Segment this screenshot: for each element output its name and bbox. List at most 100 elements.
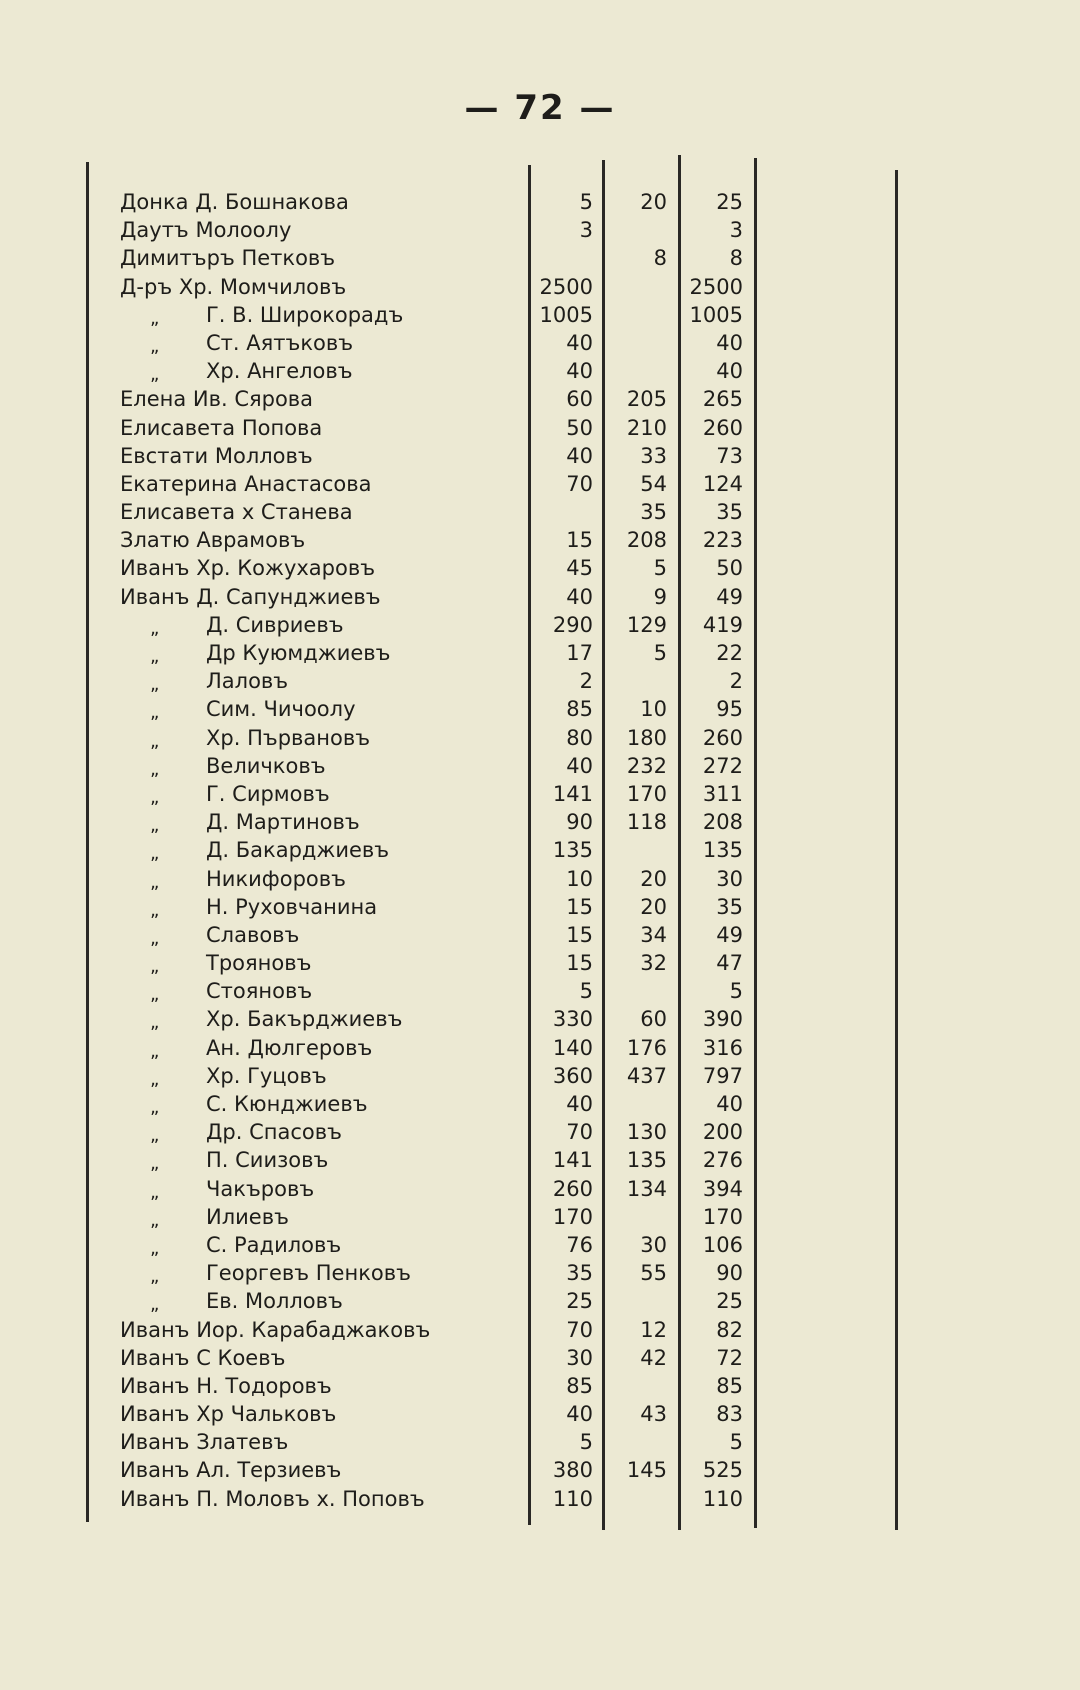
ditto-mark: „ [150, 674, 160, 696]
ditto-mark: „ [150, 1237, 160, 1259]
amount-c2: 20 [640, 866, 667, 891]
ditto-mark: „ [150, 984, 160, 1006]
table-row: „ Илиевъ 170 170 [88, 1203, 898, 1231]
person-name: Ст. Аятъковъ [206, 330, 354, 355]
person-name: Хр. Първановъ [206, 725, 371, 750]
amount-c1: 5 [579, 1430, 593, 1455]
person-name: Екатерина Анастасова [120, 471, 372, 496]
amount-c2: 12 [640, 1317, 667, 1342]
person-name: Елена Ив. Сярова [120, 387, 314, 412]
amount-c1: 80 [566, 725, 593, 750]
amount-c1: 15 [566, 951, 593, 976]
amount-c1: 141 [552, 1148, 593, 1173]
amount-c1: 330 [552, 1007, 593, 1032]
amount-c1: 17 [566, 641, 593, 665]
amount-c3: 49 [716, 922, 743, 947]
table-row: „ Ан. Дюлгеровъ 140 176 316 [88, 1034, 898, 1062]
ditto-mark: „ [150, 646, 160, 667]
table-row: Златю Аврамовъ 15 208 223 [88, 526, 898, 554]
person-name: Ев. Молловъ [206, 1289, 343, 1314]
person-name: Иванъ Хр Чальковъ [120, 1402, 337, 1427]
person-name: Донка Д. Бошнакова [120, 190, 349, 214]
amount-c2: 118 [626, 810, 667, 835]
person-name: Иванъ Ал. Терзиевъ [120, 1458, 342, 1483]
amount-c1: 10 [566, 866, 593, 891]
amount-c2: 170 [626, 781, 667, 806]
amount-c2: 42 [640, 1345, 667, 1370]
person-name: Трояновъ [206, 951, 312, 976]
table-row: „ Ст. Аятъковъ 40 40 [88, 329, 898, 357]
table-row: „ Сим. Чичоолу 85 10 95 [88, 695, 898, 723]
amount-c1: 5 [579, 190, 593, 214]
person-name: Никифоровъ [206, 866, 346, 891]
person-name: Георгевъ Пенковъ [206, 1261, 411, 1286]
amount-c3: 170 [702, 1204, 743, 1229]
ditto-mark: „ [150, 758, 160, 780]
person-name: Иванъ Златевъ [120, 1430, 289, 1455]
amount-c3: 135 [702, 838, 743, 863]
amount-c2: 134 [626, 1176, 667, 1201]
amount-c1: 360 [552, 1063, 593, 1088]
person-name: Елисавета Попова [120, 415, 323, 440]
person-name: Хр. Ангеловъ [206, 359, 353, 384]
amount-c3: 1005 [689, 302, 743, 327]
ditto-mark: „ [150, 1209, 160, 1231]
amount-c3: 73 [716, 443, 743, 468]
ditto-mark: „ [150, 1012, 160, 1034]
amount-c3: 72 [716, 1345, 743, 1370]
amount-c1: 85 [566, 697, 593, 722]
amount-c1: 110 [552, 1486, 593, 1511]
table-row: Димитъръ Петковъ 8 8 [88, 244, 898, 272]
person-name: Евстати Молловъ [120, 443, 313, 468]
person-name: Иванъ С Коевъ [120, 1345, 286, 1370]
amount-c2: 20 [640, 894, 667, 919]
amount-c1: 90 [566, 810, 593, 835]
table-row: Елисавета Попова 50 210 260 [88, 414, 898, 442]
person-name: Сим. Чичоолу [206, 697, 356, 722]
ditto-mark: „ [150, 730, 160, 752]
amount-c1: 141 [552, 781, 593, 806]
column-divider-3 [678, 155, 681, 1530]
table-row: „ Д. Бакарджиевъ 135 135 [88, 836, 898, 864]
amount-c2: 54 [640, 471, 667, 496]
ditto-mark: „ [150, 1040, 160, 1062]
amount-c1: 45 [566, 556, 593, 581]
table-row: „ Трояновъ 15 32 47 [88, 949, 898, 977]
amount-c1: 140 [552, 1035, 593, 1060]
table-row: „ Чакъровъ 260 134 394 [88, 1175, 898, 1203]
ditto-mark: „ [150, 702, 160, 724]
amount-c3: 265 [702, 387, 743, 412]
amount-c3: 2 [729, 669, 743, 694]
person-name: Г. В. Широкорадъ [206, 302, 404, 327]
ditto-mark: „ [150, 1097, 160, 1118]
table-row: Иванъ Иор. Карабаджаковъ 70 12 82 [88, 1316, 898, 1344]
amount-c3: 525 [702, 1458, 743, 1483]
amount-c3: 316 [702, 1035, 743, 1060]
person-name: Даутъ Молоолу [120, 218, 292, 243]
amount-c2: 34 [640, 922, 667, 947]
table-row: Иванъ Н. Тодоровъ 85 85 [88, 1372, 898, 1400]
table-row: Евстати Молловъ 40 33 73 [88, 442, 898, 470]
table-row: Иванъ Златевъ 5 5 [88, 1428, 898, 1456]
amount-c3: 311 [702, 781, 743, 806]
amount-c3: 22 [716, 641, 743, 665]
amount-c2: 437 [626, 1063, 667, 1088]
table-row: „ Др Куюмджиевъ 17 5 22 [88, 639, 898, 667]
ditto-mark: „ [150, 307, 160, 329]
table-row: „ Стояновъ 5 5 [88, 977, 898, 1005]
amount-c3: 95 [716, 697, 743, 722]
ditto-mark: „ [150, 899, 160, 921]
table-row: „ Д. Мартиновъ 90 118 208 [88, 808, 898, 836]
amount-c1: 40 [566, 1402, 593, 1427]
amount-c3: 40 [716, 330, 743, 355]
amount-c1: 15 [566, 922, 593, 947]
person-name: Др Куюмджиевъ [206, 641, 391, 665]
amount-c1: 380 [552, 1458, 593, 1483]
person-name: Стояновъ [206, 979, 313, 1004]
table-row: „ Ев. Молловъ 25 25 [88, 1287, 898, 1315]
amount-c2: 32 [640, 951, 667, 976]
person-name: Д-ръ Хр. Момчиловъ [120, 274, 347, 299]
amount-c3: 5 [729, 1430, 743, 1455]
table-row: „ С. Кюнджиевъ 40 40 [88, 1090, 898, 1118]
person-name: П. Сиизовъ [206, 1148, 329, 1173]
